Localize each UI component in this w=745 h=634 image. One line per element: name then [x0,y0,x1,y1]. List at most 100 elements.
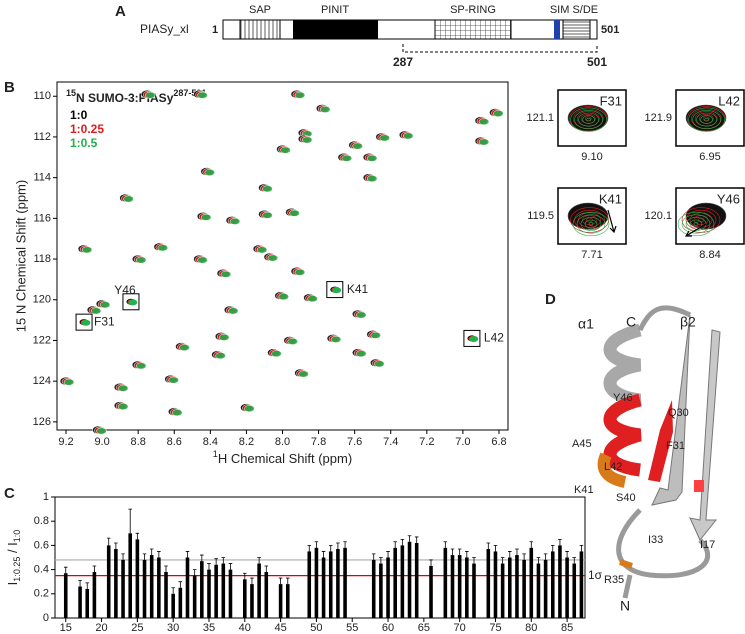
bar [550,551,555,618]
bar [414,542,419,618]
legend-main: N SUMO-3:PIASy [76,91,174,105]
annotation-label: Y46 [114,283,136,297]
error-bar [307,545,312,552]
strand-shift [694,480,704,492]
y-tick-label: 122 [33,334,51,346]
annotated-peak [330,286,342,294]
structure-label: N [620,598,630,614]
x-tick-label: 70 [454,622,466,634]
x-tick-label: 15 [60,622,72,634]
y-tick-label: 116 [33,212,51,224]
bar [114,549,118,618]
bar [185,557,190,618]
peak-contour [352,142,363,150]
bar [243,579,247,618]
bar [128,533,132,618]
structure-label: β2 [680,314,696,330]
domain-pinit [293,20,378,39]
peak-contour [179,344,190,352]
inset-contour [582,115,595,124]
x-tick-label: 65 [418,622,430,634]
error-bar [328,545,333,552]
error-bar [221,557,226,564]
inset-contour [572,211,610,237]
bar [522,559,526,618]
error-bar [214,558,218,565]
peak [223,305,239,315]
inset-n-shift: 121.1 [526,112,554,124]
peak [59,376,75,386]
panel-a: A PIASy_xl 1 501 SAP PINIT SP-RING SIM S… [115,3,619,69]
error-bar [135,532,140,540]
bar [171,593,175,618]
peak-contour [294,268,306,276]
inset-name: L42 [718,93,740,108]
error-bar [314,541,319,548]
inset-n-shift: 120.1 [644,210,672,222]
structure-label: C [626,314,636,330]
y-tick-label: 114 [33,172,51,184]
peak-contour [278,293,289,301]
peak-contour [96,427,107,435]
annotation-box [122,293,140,311]
domain-sde [562,19,591,40]
inset-contour [692,110,721,130]
error-bar [128,508,132,534]
peak-contour [144,91,156,99]
error-bar [379,557,383,564]
peak [95,299,111,309]
peak [294,368,309,378]
peak-contour [287,338,298,345]
annotated-peak [467,335,479,343]
bar [214,564,218,618]
inset-name: K41 [599,191,622,206]
error-bar [121,553,125,560]
bar [565,557,569,618]
peak-contour [229,217,241,225]
peak [131,360,147,370]
bar [200,561,204,618]
structure-label: R35 [604,574,624,586]
bar [371,559,376,618]
structure-label: A45 [572,438,592,450]
y-tick-label: 0.4 [34,564,49,576]
peak [196,212,212,221]
peak-contour [332,287,342,294]
peak-contour [356,311,367,319]
y-axis-label: I1:0.25 / I1:0 [5,530,22,586]
error-bar [257,557,261,564]
inset-contour [576,214,606,234]
x-tick-label: 60 [382,622,394,634]
bar [457,555,462,618]
loop-shift [619,559,633,569]
inset-contour [693,222,699,226]
peak-contour [128,299,138,306]
error-bar [508,551,512,558]
error-bar [164,565,168,573]
error-bar [400,538,405,546]
error-bar [558,538,562,546]
inset-contour [689,219,703,229]
legend-entry: 1:0.5 [70,136,98,150]
bar [228,569,233,618]
protein-name: PIASy_xl [140,22,189,36]
domain-label: SP-RING [450,4,496,16]
peak [225,216,241,225]
peak [375,132,390,142]
peak-contour [117,384,129,392]
bar [321,557,326,618]
bar [285,584,290,618]
error-bar [529,541,534,548]
end-residue: 501 [601,24,619,36]
peak-contour [307,295,318,303]
peak-contour [227,307,239,315]
inset-contour [688,107,725,132]
inset-contour [586,117,591,122]
structure-label: I33 [648,534,663,546]
annotation-label: K41 [347,282,369,296]
peak-contour [157,244,169,252]
inset-contour [681,214,711,234]
structure-label: K41 [574,484,594,496]
peak [283,336,298,345]
helix-shift-minor [597,452,627,488]
